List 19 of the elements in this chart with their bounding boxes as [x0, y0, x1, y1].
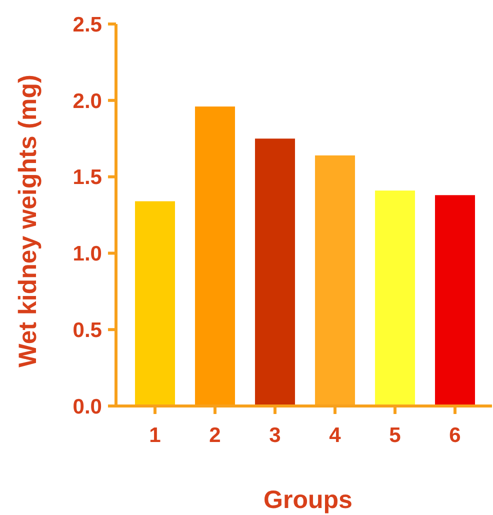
x-axis-title: Groups — [264, 486, 352, 514]
bar — [435, 195, 475, 406]
bar — [135, 201, 175, 406]
x-tick-label: 6 — [449, 424, 461, 447]
y-tick-label: 2.5 — [72, 13, 102, 36]
bar — [375, 190, 415, 406]
y-tick-label: 0.5 — [72, 318, 102, 342]
x-tick-label: 2 — [209, 424, 221, 447]
y-tick-label: 1.5 — [72, 166, 102, 190]
y-tick-label: 0.0 — [72, 395, 102, 418]
bar — [195, 106, 235, 406]
bar — [255, 138, 295, 406]
x-tick-label: 1 — [149, 424, 162, 447]
x-tick-label: 3 — [269, 424, 281, 447]
x-tick-label: 5 — [389, 424, 402, 447]
y-tick-label: 1.0 — [72, 242, 102, 266]
x-tick-label: 4 — [329, 424, 342, 447]
y-tick-label: 2.0 — [72, 90, 102, 113]
y-axis-title: Wet kidney weights (mg) — [14, 74, 42, 368]
